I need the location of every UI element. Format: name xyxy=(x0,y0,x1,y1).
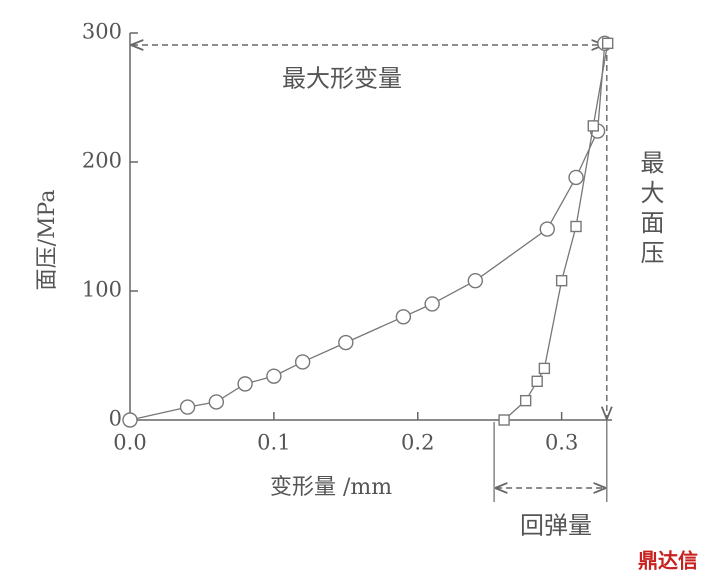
point xyxy=(122,412,138,428)
y-axis-label: 面压/MPa xyxy=(35,190,60,291)
point xyxy=(237,376,253,392)
annotation: 最大形变量 xyxy=(282,65,402,93)
y-tick-label: 100 xyxy=(82,278,122,302)
series-line xyxy=(129,43,606,421)
point xyxy=(424,296,440,312)
point xyxy=(555,274,568,287)
point xyxy=(601,37,614,50)
point xyxy=(208,394,225,410)
point xyxy=(266,368,282,384)
x-tick-label: 0.0 xyxy=(113,431,146,455)
point xyxy=(538,362,551,375)
point xyxy=(338,334,354,351)
point xyxy=(570,220,582,233)
point xyxy=(498,414,510,426)
annotation: 回弹量 xyxy=(520,512,592,540)
point xyxy=(395,309,412,325)
point xyxy=(539,221,555,237)
point xyxy=(294,354,311,370)
y-tick-label: 0 xyxy=(109,407,122,431)
point xyxy=(519,394,532,407)
point xyxy=(587,120,599,132)
point xyxy=(467,272,484,289)
annotation: 最大面压 xyxy=(636,150,664,270)
x-axis-label: 变形量 /mm xyxy=(270,475,392,500)
series-line xyxy=(503,43,609,421)
x-tick-label: 0.1 xyxy=(257,431,290,455)
y-tick-label: 300 xyxy=(82,20,122,44)
watermark: 鼎达信 xyxy=(638,549,698,573)
point xyxy=(179,399,196,415)
y-tick-label: 200 xyxy=(82,149,122,173)
point xyxy=(568,169,584,186)
x-tick-label: 0.2 xyxy=(401,431,434,455)
x-tick-label: 0.3 xyxy=(545,431,578,455)
point xyxy=(531,375,543,387)
